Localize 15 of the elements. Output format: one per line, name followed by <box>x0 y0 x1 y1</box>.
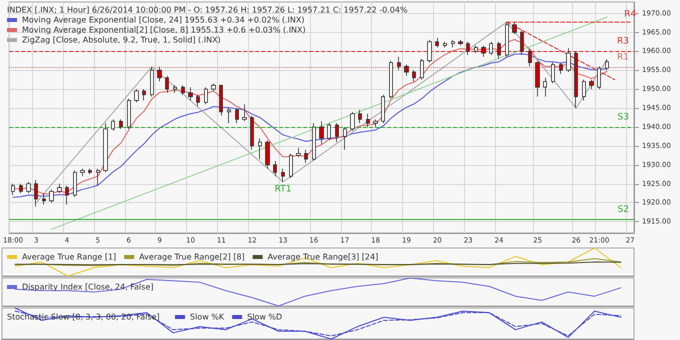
ref-line-label: R3 <box>617 36 629 47</box>
ref-line-label: R1 <box>617 52 629 62</box>
legend-label: Slow %K <box>190 312 225 322</box>
legend-label: Average True Range [1] <box>22 252 116 262</box>
legend-label: ZigZag [Close, Absolute, 9.2, True, 1, Solid] (.INX) <box>22 36 221 44</box>
annotation: RT1 <box>274 184 292 194</box>
legend-label: Average True Range[3] [24] <box>268 252 378 262</box>
ref-line-label: S2 <box>618 205 629 216</box>
legend-label: Moving Average Exponential[2] [Close, 8] 1955.13 +0.6 +0.03% (.INX) <box>22 26 306 34</box>
chart-title: INDEX [.INX; 1 Hour] 6/26/2014 10:00:00 PM - O: 1957.26 H: 1957.26 L: 1957.21 C: 1957.22 -0.04% <box>7 6 408 14</box>
legend-label: Average True Range[2] [8] <box>139 252 245 262</box>
annotation: R4 <box>624 10 636 20</box>
legend-label: Slow %D <box>247 312 282 322</box>
legend-label: Moving Average Exponential [Close, 24] 1955.63 +0.34 +0.02% (.INX) <box>22 16 304 24</box>
ref-line-label: S3 <box>618 112 629 122</box>
